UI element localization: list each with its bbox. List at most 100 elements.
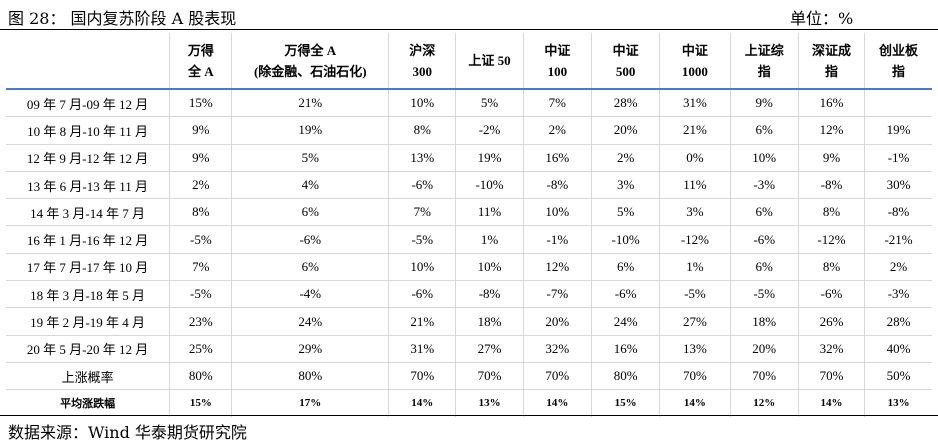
table-cell: 11% bbox=[455, 198, 524, 227]
table-cell: -10% bbox=[591, 225, 661, 254]
table-cell: 15% bbox=[591, 389, 661, 417]
row-label: 14 年 3 月-14 年 7 月 bbox=[6, 198, 171, 227]
table-cell: 50% bbox=[864, 362, 932, 391]
table-cell: 24% bbox=[231, 307, 390, 336]
column-header bbox=[6, 33, 171, 90]
table-cell: 20% bbox=[730, 335, 799, 363]
figure-title: 图 28： 国内复苏阶段 A 股表现 bbox=[8, 9, 237, 28]
table-cell: 9% bbox=[798, 144, 866, 172]
table-cell: 3% bbox=[659, 198, 731, 227]
table-cell: 23% bbox=[169, 307, 233, 336]
table-cell: 15% bbox=[169, 89, 233, 118]
row-label: 上涨概率 bbox=[6, 362, 171, 391]
table-cell: -1% bbox=[523, 225, 592, 254]
table-cell: 8% bbox=[798, 198, 866, 227]
table-cell: 27% bbox=[659, 307, 731, 336]
table-cell: -5% bbox=[169, 280, 233, 309]
figure-header: 图 28： 国内复苏阶段 A 股表现 单位：% bbox=[0, 0, 938, 30]
column-header: 上证综指 bbox=[730, 33, 799, 90]
table-row: 20 年 5 月-20 年 12 月 25% 29% 31% 27% 32% 16% 13% 2… bbox=[6, 335, 932, 363]
table-row: 12 年 9 月-12 年 12 月 9% 5% 13% 19% 16% 2% 0% 10% 9%… bbox=[6, 144, 932, 172]
table-row: 16 年 1 月-16 年 12 月 -5% -6% -5% 1% -1% -10% -12%… bbox=[6, 225, 932, 254]
table-cell: 13% bbox=[659, 335, 731, 363]
table-cell: 6% bbox=[231, 253, 390, 282]
table-cell: -5% bbox=[659, 280, 731, 309]
table-cell: 70% bbox=[523, 362, 592, 391]
table-cell: 26% bbox=[798, 307, 866, 336]
table-cell: 7% bbox=[523, 89, 592, 118]
table-cell: -8% bbox=[798, 171, 866, 200]
table-cell: 24% bbox=[591, 307, 661, 336]
table-cell: 0% bbox=[659, 144, 731, 172]
column-header: 万得全 A (除金融、石油石化) bbox=[231, 33, 390, 90]
table-cell: 8% bbox=[798, 253, 866, 282]
table-row: 19 年 2 月-19 年 4 月 23% 24% 21% 18% 20% 24% 27% 18… bbox=[6, 307, 932, 336]
column-header: 创业板指 bbox=[864, 33, 932, 90]
table-cell: 19% bbox=[231, 116, 390, 145]
row-label: 16 年 1 月-16 年 12 月 bbox=[6, 225, 171, 254]
table-cell: 21% bbox=[388, 307, 457, 336]
table-cell: 70% bbox=[659, 362, 731, 391]
table-cell: 40% bbox=[864, 335, 932, 363]
table-cell: 6% bbox=[730, 116, 799, 145]
table-cell: -10% bbox=[455, 171, 524, 200]
table-cell: 11% bbox=[659, 171, 731, 200]
table-cell: 5% bbox=[455, 89, 524, 118]
table-cell: 2% bbox=[591, 144, 661, 172]
table-cell: 32% bbox=[798, 335, 866, 363]
table-cell: 6% bbox=[730, 253, 799, 282]
table-cell: 13% bbox=[455, 389, 524, 417]
table-cell: 12% bbox=[730, 389, 799, 417]
row-label: 17 年 7 月-17 年 10 月 bbox=[6, 253, 171, 282]
table-row: 17 年 7 月-17 年 10 月 7% 6% 10% 10% 12% 6% 1% 6% 8% 2… bbox=[6, 253, 932, 282]
table-cell: 28% bbox=[864, 307, 932, 336]
header-row: 万得全 A 万得全 A (除金融、石油石化) 沪深 300 上证 50 中证 100 … bbox=[6, 33, 932, 90]
table-cell: 16% bbox=[523, 144, 592, 172]
table-cell: -21% bbox=[864, 225, 932, 254]
table-cell: -6% bbox=[388, 280, 457, 309]
table-cell: 16% bbox=[591, 335, 661, 363]
table-cell: 19% bbox=[864, 116, 932, 145]
table-cell: 9% bbox=[169, 144, 233, 172]
table-cell: 8% bbox=[388, 116, 457, 145]
source-note: 数据来源：Wind 华泰期货研究院 bbox=[8, 423, 247, 442]
table-cell: -5% bbox=[169, 225, 233, 254]
column-header: 沪深 300 bbox=[388, 33, 457, 90]
table-cell: -6% bbox=[231, 225, 390, 254]
table-cell: 13% bbox=[388, 144, 457, 172]
table-cell: 10% bbox=[523, 198, 592, 227]
table-cell: 32% bbox=[523, 335, 592, 363]
table-cell: 14% bbox=[388, 389, 457, 417]
table-cell: 8% bbox=[169, 198, 233, 227]
column-header: 深证成指 bbox=[798, 33, 866, 90]
column-header: 中证 500 bbox=[591, 33, 661, 90]
table-cell: 19% bbox=[455, 144, 524, 172]
table-cell: 18% bbox=[455, 307, 524, 336]
table-cell: -12% bbox=[659, 225, 731, 254]
table-cell: 21% bbox=[659, 116, 731, 145]
row-label: 18 年 3 月-18 年 5 月 bbox=[6, 280, 171, 309]
row-label: 20 年 5 月-20 年 12 月 bbox=[6, 335, 171, 363]
table-cell: 9% bbox=[169, 116, 233, 145]
table-cell: 80% bbox=[231, 362, 390, 391]
table-cell: 14% bbox=[523, 389, 592, 417]
table-row: 13 年 6 月-13 年 11 月 2% 4% -6% -10% -8% 3% 11% -3%… bbox=[6, 171, 932, 200]
table-cell: -8% bbox=[523, 171, 592, 200]
table-cell: 31% bbox=[388, 335, 457, 363]
table-row: 10 年 8 月-10 年 11 月 9% 19% 8% -2% 2% 20% 21% 6% 12… bbox=[6, 116, 932, 145]
table-cell: 6% bbox=[591, 253, 661, 282]
table-cell: 7% bbox=[388, 198, 457, 227]
table-cell: -3% bbox=[864, 280, 932, 309]
table-cell: 29% bbox=[231, 335, 390, 363]
table-cell: 21% bbox=[231, 89, 390, 118]
table-cell: 6% bbox=[231, 198, 390, 227]
table-cell: 14% bbox=[659, 389, 731, 417]
table-cell: 2% bbox=[864, 253, 932, 282]
table-cell: 70% bbox=[388, 362, 457, 391]
data-table: 万得全 A 万得全 A (除金融、石油石化) 沪深 300 上证 50 中证 100 … bbox=[6, 33, 932, 417]
table-cell: -6% bbox=[591, 280, 661, 309]
table-row: 18 年 3 月-18 年 5 月 -5% -4% -6% -8% -7% -6% -5% -5… bbox=[6, 280, 932, 309]
table-cell: -8% bbox=[864, 198, 932, 227]
row-label: 13 年 6 月-13 年 11 月 bbox=[6, 171, 171, 200]
column-header: 万得全 A bbox=[169, 33, 233, 90]
